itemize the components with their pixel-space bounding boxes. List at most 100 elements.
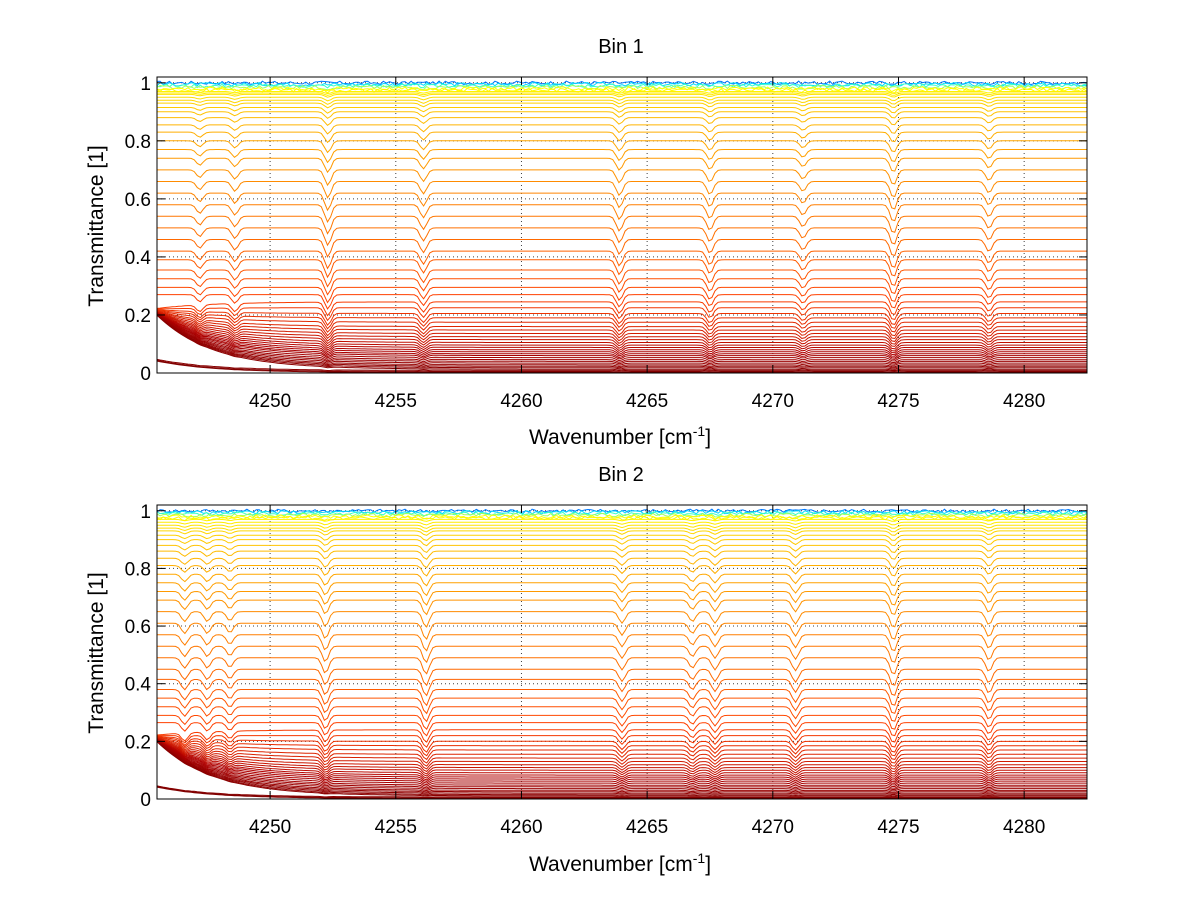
- x-axis-label-end: ]: [705, 853, 711, 876]
- series-line-47: [156, 739, 1087, 784]
- chart-title: Bin 1: [598, 36, 644, 58]
- series-line-12: [157, 539, 1087, 547]
- series-line-28: [157, 688, 1087, 707]
- series-line-52: [156, 740, 1087, 792]
- x-tick-label-4: 4270: [752, 817, 794, 838]
- series-line-32: [157, 294, 1087, 310]
- series-line-47: [156, 312, 1087, 357]
- series-line-54: [156, 740, 1087, 794]
- x-tick-label-5: 4275: [877, 391, 919, 412]
- series-line-20: [157, 169, 1087, 187]
- y-tick-label-5: 1: [140, 502, 151, 523]
- series-line-2: [156, 511, 1088, 517]
- series-line-25: [157, 657, 1087, 675]
- y-tick-label-1: 0.2: [125, 306, 151, 327]
- series-line-45: [156, 312, 1087, 354]
- series-line-50: [156, 313, 1087, 362]
- x-axis-label-text: Wavenumber [cm: [529, 426, 693, 449]
- series-line-11: [157, 102, 1087, 109]
- series-line-30: [157, 706, 1087, 723]
- series-line-19: [157, 590, 1087, 606]
- series-line-26: [157, 239, 1087, 258]
- series-line-17: [157, 140, 1087, 154]
- series-line-38: [156, 310, 1087, 337]
- series-line-42: [156, 738, 1087, 775]
- y-tick-label-1: 0.2: [125, 732, 151, 753]
- y-tick-label-2: 0.4: [125, 675, 152, 696]
- series-line-51: [156, 313, 1087, 364]
- series-line-29: [157, 269, 1087, 288]
- series-line-44: [156, 312, 1087, 352]
- series-line-18: [157, 149, 1087, 164]
- series-line-44: [156, 738, 1087, 779]
- series-line-43: [156, 312, 1087, 350]
- x-tick-label-2: 4260: [500, 391, 542, 412]
- series-line-52: [156, 314, 1087, 365]
- series-traces: [156, 508, 1088, 800]
- plot-frame: [156, 504, 1088, 800]
- series-line-27: [157, 250, 1087, 270]
- series-line-41: [156, 738, 1087, 773]
- series-line-14: [157, 550, 1087, 560]
- x-axis-label-end: ]: [705, 426, 711, 449]
- series-line-19: [157, 157, 1087, 174]
- series-line-51: [156, 740, 1087, 791]
- series-line-49: [156, 313, 1087, 360]
- grid: [157, 505, 1087, 799]
- series-line-46: [156, 312, 1087, 356]
- y-tick-label-3: 0.6: [125, 617, 151, 638]
- series-line-23: [157, 634, 1087, 652]
- series-line-48: [156, 739, 1087, 786]
- series-line-9: [157, 96, 1087, 102]
- series-line-36: [156, 736, 1087, 757]
- series-line-6: [157, 91, 1087, 95]
- series-line-29: [157, 697, 1087, 715]
- y-tick-label-4: 0.8: [125, 559, 151, 580]
- y-tick-labels: 0 0.2 0.4 0.6 0.8 1: [125, 502, 152, 811]
- series-line-48: [156, 313, 1087, 359]
- series-line-54: [156, 314, 1087, 368]
- series-line-37: [156, 736, 1087, 761]
- series-line-40: [156, 311, 1087, 342]
- series-line-53: [156, 740, 1087, 793]
- series-line-30: [157, 278, 1087, 296]
- series-line-46: [156, 739, 1087, 783]
- series-line-55: [156, 741, 1087, 795]
- x-axis-label: Wavenumber [cm-1]: [529, 850, 711, 876]
- x-tick-label-0: 4250: [249, 391, 291, 412]
- series-line-27: [157, 678, 1087, 697]
- series-line-55: [156, 314, 1087, 369]
- series-line-53: [156, 314, 1087, 366]
- plot-frame: [156, 76, 1088, 374]
- x-tick-label-6: 4280: [1003, 391, 1045, 412]
- x-tick-label-1: 4255: [375, 391, 417, 412]
- chart-title: Bin 2: [598, 464, 644, 486]
- y-axis-label: Transmittance [1]: [85, 572, 108, 733]
- series-line-33: [156, 729, 1087, 743]
- x-tick-label-3: 4265: [626, 391, 668, 412]
- y-tick-label-3: 0.6: [125, 190, 151, 211]
- series-line-2: [156, 83, 1088, 89]
- series-line-49: [156, 739, 1087, 788]
- x-tick-label-1: 4255: [375, 817, 417, 838]
- y-tick-labels: 0 0.2 0.4 0.6 0.8 1: [125, 74, 152, 385]
- series-line-20: [157, 599, 1087, 616]
- series-line-14: [157, 117, 1087, 126]
- series-line-13: [157, 544, 1087, 554]
- x-axis-label-superscript: -1: [693, 423, 706, 439]
- y-tick-label-4: 0.8: [125, 132, 151, 153]
- series-line-39: [156, 737, 1087, 767]
- series-line-22: [157, 192, 1087, 212]
- series-line-56: [156, 741, 1087, 797]
- series-line-38: [156, 737, 1087, 764]
- x-tick-labels: 4250 4255 4260 4265 4270 4275 4280: [249, 817, 1045, 838]
- series-line-40: [156, 737, 1087, 770]
- series-line-45: [156, 739, 1087, 781]
- series-line-39: [156, 310, 1087, 340]
- x-axis-label: Wavenumber [cm-1]: [529, 423, 711, 449]
- series-line-12: [157, 107, 1087, 114]
- series-line-32: [157, 722, 1087, 737]
- series-line-22: [157, 622, 1087, 641]
- series-line-34: [157, 735, 1087, 748]
- series-line-57: [156, 741, 1087, 798]
